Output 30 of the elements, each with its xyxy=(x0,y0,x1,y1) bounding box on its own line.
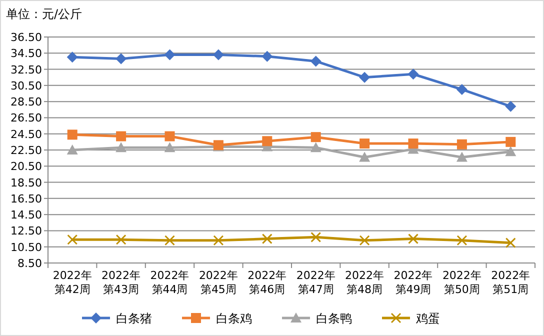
x-tick-label: 2022年第47周 xyxy=(296,269,336,296)
y-tick-label: 22.50 xyxy=(10,144,42,157)
x-tick-label: 2022年第43周 xyxy=(102,269,141,296)
x-tick-label: 2022年第50周 xyxy=(442,269,482,296)
y-tick-label: 34.50 xyxy=(10,47,42,60)
y-tick-label: 16.50 xyxy=(10,192,42,206)
y-axis-title: 单位：元/公斤 xyxy=(6,7,82,21)
x-tick-label: 2022年第51周 xyxy=(491,269,530,296)
x-tick-label: 2022年第46周 xyxy=(248,269,287,296)
x-tick-label: 2022年第42周 xyxy=(52,269,92,296)
y-tick-label: 20.50 xyxy=(10,160,42,174)
y-tick-label: 10.50 xyxy=(10,240,42,254)
x-tick-label: 2022年第45周 xyxy=(198,269,238,296)
y-tick-label: 28.50 xyxy=(10,96,42,109)
legend-label: 白条猪 xyxy=(116,312,152,326)
y-tick-label: 26.50 xyxy=(10,112,42,125)
legend-label: 鸡蛋 xyxy=(415,312,440,326)
y-tick-label: 12.50 xyxy=(10,224,42,238)
y-tick-label: 14.50 xyxy=(10,208,42,222)
x-tick-label: 2022年第44周 xyxy=(150,269,190,296)
y-tick-label: 24.50 xyxy=(10,128,42,141)
y-tick-label: 18.50 xyxy=(10,176,42,190)
x-tick-label: 2022年第49周 xyxy=(394,269,433,296)
y-tick-label: 8.50 xyxy=(18,257,42,270)
y-tick-label: 36.50 xyxy=(10,31,42,44)
y-tick-label: 30.50 xyxy=(10,79,42,92)
y-tick-label: 32.50 xyxy=(10,63,42,76)
legend-label: 白条鸭 xyxy=(316,312,352,326)
x-tick-label: 2022年第48周 xyxy=(345,269,384,296)
legend-label: 白条鸡 xyxy=(216,312,252,326)
